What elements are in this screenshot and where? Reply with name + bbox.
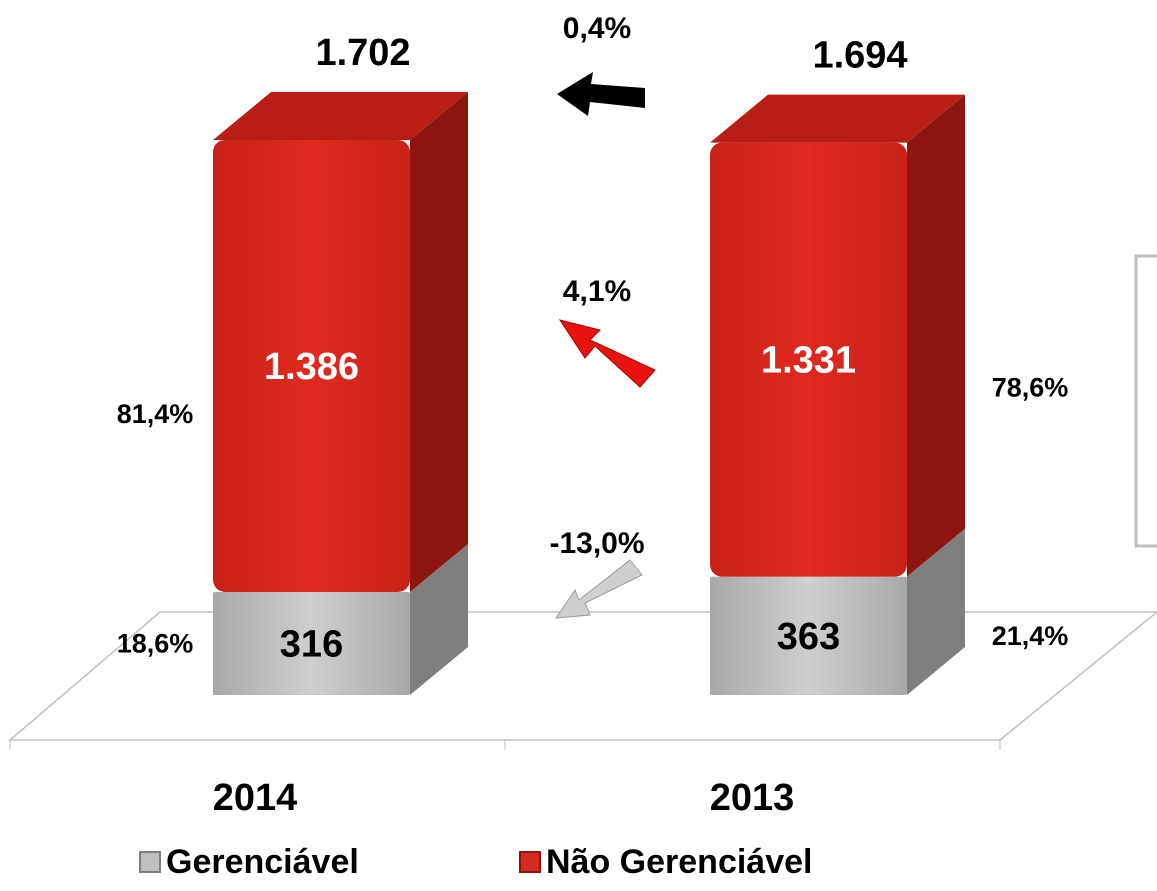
x-tick-label: 2014	[213, 777, 298, 819]
change-label: 0,4%	[563, 12, 631, 45]
value-label: 1.386	[264, 346, 359, 388]
change-arrow	[554, 559, 643, 619]
legend-label: Não Gerenciável	[546, 843, 812, 881]
bar-side	[907, 94, 965, 577]
change-arrow	[557, 72, 645, 116]
legend-box-edge	[1134, 254, 1157, 548]
bar	[710, 576, 907, 695]
value-label: 316	[280, 624, 343, 666]
share-label: 21,4%	[992, 621, 1069, 651]
floor	[7, 611, 1157, 741]
share-label: 81,4%	[117, 399, 194, 429]
bar-side	[410, 92, 468, 592]
bar-top	[710, 94, 965, 143]
bar-top	[213, 92, 468, 140]
value-label: 1.331	[761, 340, 856, 382]
bar-side	[907, 528, 965, 695]
legend-swatch	[519, 851, 541, 873]
legend-swatch	[139, 851, 161, 873]
change-label: -13,0%	[549, 527, 644, 560]
total-label: 1.702	[315, 32, 410, 74]
x-tick-label: 2013	[710, 777, 795, 819]
share-label: 78,6%	[992, 373, 1069, 403]
change-label: 4,1%	[563, 275, 631, 308]
bars	[213, 92, 965, 695]
bar	[213, 140, 410, 592]
bar-side	[410, 543, 468, 695]
share-label: 18,6%	[117, 629, 194, 659]
change-arrow	[558, 319, 656, 388]
legend-label: Gerenciável	[166, 843, 359, 881]
bar	[710, 142, 907, 577]
value-label: 363	[777, 616, 840, 658]
bar	[213, 591, 410, 695]
total-label: 1.694	[812, 35, 907, 77]
